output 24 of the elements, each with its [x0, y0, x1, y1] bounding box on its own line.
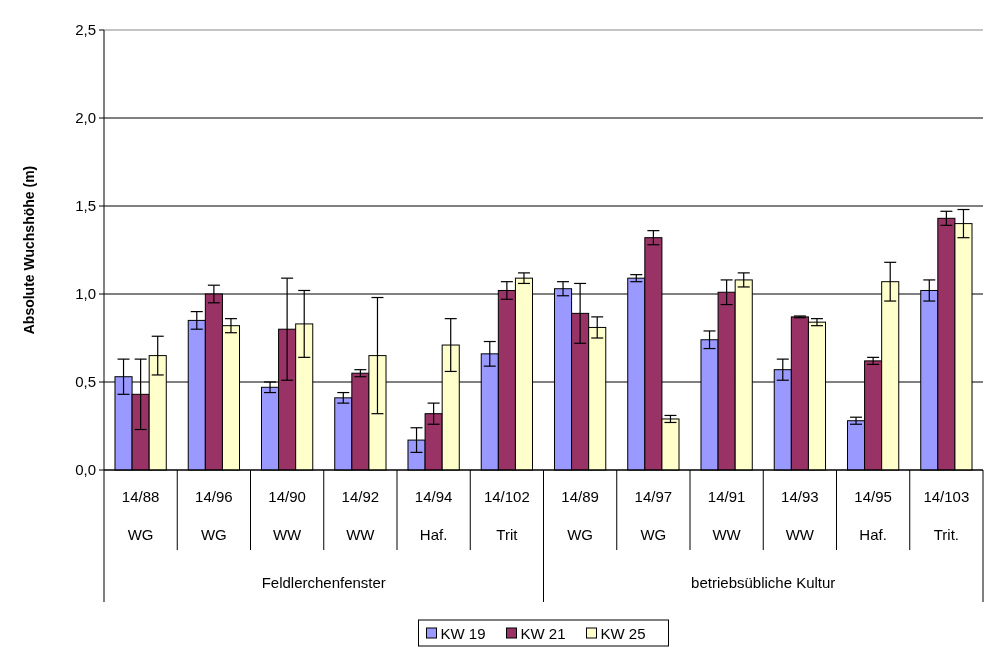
legend-label: KW 25 — [600, 625, 646, 642]
category-label: 14/103 Trit. — [923, 488, 970, 543]
legend-label: KW 19 — [440, 625, 486, 642]
y-tick-label: 2,0 — [75, 109, 96, 127]
y-tick-label: 1,0 — [75, 285, 96, 303]
y-tick-label: 2,5 — [75, 21, 96, 39]
category-label: 14/90 WW — [268, 488, 306, 543]
y-axis-title: Absolute Wuchshöhe (m) — [21, 165, 37, 335]
category-label: 14/92 WW — [341, 488, 380, 543]
category-label: 14/94 Haf. — [414, 488, 453, 543]
category-label: 14/89 WG — [561, 488, 599, 543]
category-label: 14/96 WG — [195, 488, 233, 543]
category-label: 14/91 WW — [707, 488, 746, 543]
category-label: 14/102 Trit — [483, 488, 530, 543]
text: betriebsübliche Kultur — [691, 574, 836, 591]
category-label: 14/93 WW — [781, 488, 819, 543]
text: Feldlerchenfenster — [261, 574, 386, 591]
y-tick-label: 0,0 — [75, 461, 96, 479]
category-label: 14/95 Haf. — [854, 488, 892, 543]
category-label: 14/97 WG — [634, 488, 673, 543]
y-tick-label: 1,5 — [75, 197, 96, 215]
y-tick-label: 0,5 — [75, 373, 96, 391]
category-label: 14/88 WG — [121, 488, 160, 543]
legend-label: KW 21 — [520, 625, 566, 642]
